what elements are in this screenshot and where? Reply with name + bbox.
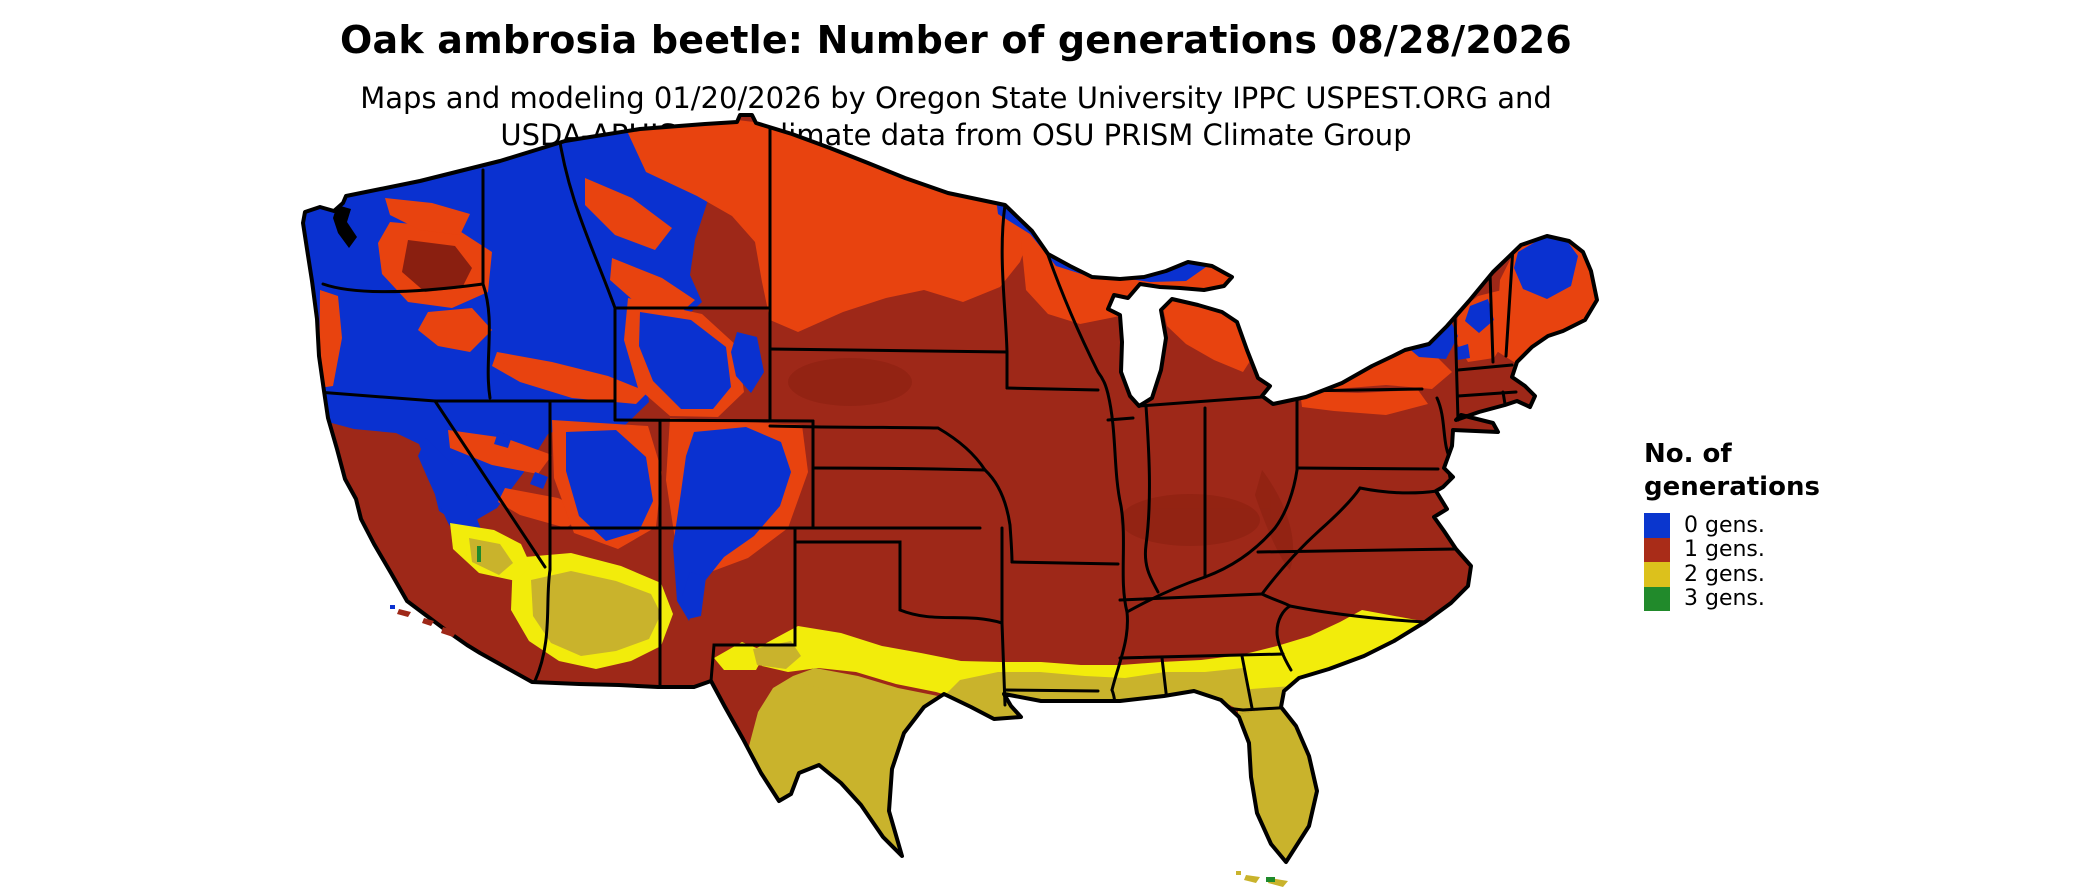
region-transition-west — [319, 178, 695, 528]
subtitle-line1: Maps and modeling 01/20/2026 by Oregon S… — [360, 81, 1552, 115]
legend-title-line2: generations — [1644, 472, 1820, 502]
map-legend: No. of generations 0 gens. 1 gens. 2 gen… — [1644, 438, 1904, 611]
legend-title: No. of generations — [1644, 438, 1904, 504]
legend-item-3gens: 3 gens. — [1644, 586, 1904, 612]
region-shading — [788, 358, 1294, 570]
legend-item-2gens: 2 gens. — [1644, 562, 1904, 587]
legend-swatch-3gens — [1644, 586, 1670, 611]
legend-rows: 0 gens. 1 gens. 2 gens. 3 gens. — [1644, 513, 1904, 611]
legend-item-0gens: 0 gens. — [1644, 513, 1904, 538]
legend-swatch-1gens — [1644, 537, 1670, 562]
legend-label-1gens: 1 gens. — [1684, 537, 1765, 563]
florida-keys — [1236, 871, 1288, 887]
region-0gens-ranges — [418, 190, 1578, 621]
legend-item-1gens: 1 gens. — [1644, 537, 1904, 563]
legend-title-line1: No. of — [1644, 439, 1732, 469]
channel-islands — [390, 605, 457, 637]
legend-label-3gens: 3 gens. — [1684, 586, 1765, 612]
legend-label-0gens: 0 gens. — [1684, 512, 1765, 538]
legend-swatch-0gens — [1644, 513, 1670, 538]
region-columbia-basin-core — [402, 240, 472, 292]
puget-sound — [333, 205, 357, 248]
legend-label-2gens: 2 gens. — [1684, 561, 1765, 587]
region-3gens — [477, 546, 481, 562]
state-borders — [315, 118, 1518, 714]
region-2gens-core — [469, 538, 1318, 862]
legend-swatch-2gens — [1644, 562, 1670, 587]
page-title: Oak ambrosia beetle: Number of generatio… — [340, 18, 1572, 62]
